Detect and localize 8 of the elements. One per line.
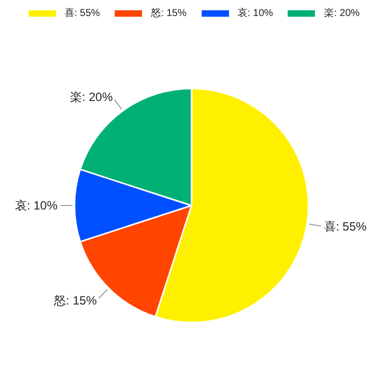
slice-label: 喜: 55% <box>324 219 367 234</box>
legend-label: 哀: 10% <box>238 6 274 20</box>
legend-label: 喜: 55% <box>64 6 100 20</box>
legend-label: 怒: 15% <box>150 7 186 20</box>
slice-label: 楽: 20% <box>70 90 114 104</box>
slice-label: 怒: 15% <box>53 293 98 308</box>
slice-label: 哀: 10% <box>14 198 58 212</box>
legend-label: 楽: 20% <box>324 7 360 20</box>
